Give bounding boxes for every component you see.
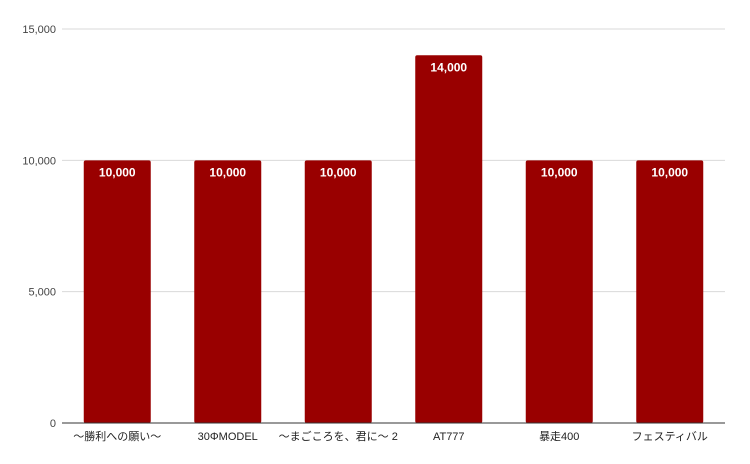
data-label: 14,000 xyxy=(430,60,467,74)
y-tick-label: 15,000 xyxy=(22,24,56,36)
data-label: 10,000 xyxy=(320,165,357,179)
bar xyxy=(304,160,372,424)
data-label: 10,000 xyxy=(209,165,246,179)
data-label: 10,000 xyxy=(651,165,688,179)
x-tick-label: AT777 xyxy=(433,431,465,443)
bar xyxy=(83,160,151,424)
x-tick-label: 暴走400 xyxy=(539,430,579,443)
y-tick-label: 5,000 xyxy=(28,287,56,299)
data-label: 10,000 xyxy=(541,165,578,179)
bar xyxy=(194,160,262,424)
x-tick-label: 〜まごころを、君に〜 2 xyxy=(279,429,398,443)
data-label: 10,000 xyxy=(99,165,136,179)
x-tick-label: 30ΦMODEL xyxy=(198,431,258,443)
bar xyxy=(415,55,483,424)
y-tick-label: 10,000 xyxy=(22,155,56,167)
y-tick-label: 0 xyxy=(50,418,56,430)
bar xyxy=(525,160,593,424)
bar xyxy=(636,160,704,424)
x-tick-label: フェスティバル xyxy=(632,430,708,443)
x-tick-label: 〜勝利への願い〜 xyxy=(73,429,161,443)
